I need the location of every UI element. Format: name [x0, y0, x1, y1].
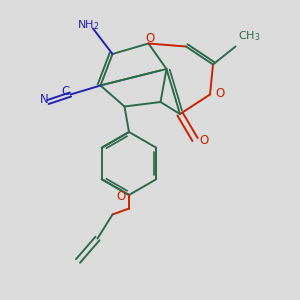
Text: O: O — [200, 134, 208, 148]
Text: N: N — [40, 92, 49, 106]
Text: C: C — [61, 85, 69, 98]
Text: O: O — [116, 190, 125, 203]
Text: CH$_3$: CH$_3$ — [238, 29, 260, 43]
Text: O: O — [146, 32, 154, 46]
Text: NH$_2$: NH$_2$ — [77, 18, 100, 32]
Text: O: O — [215, 86, 224, 100]
